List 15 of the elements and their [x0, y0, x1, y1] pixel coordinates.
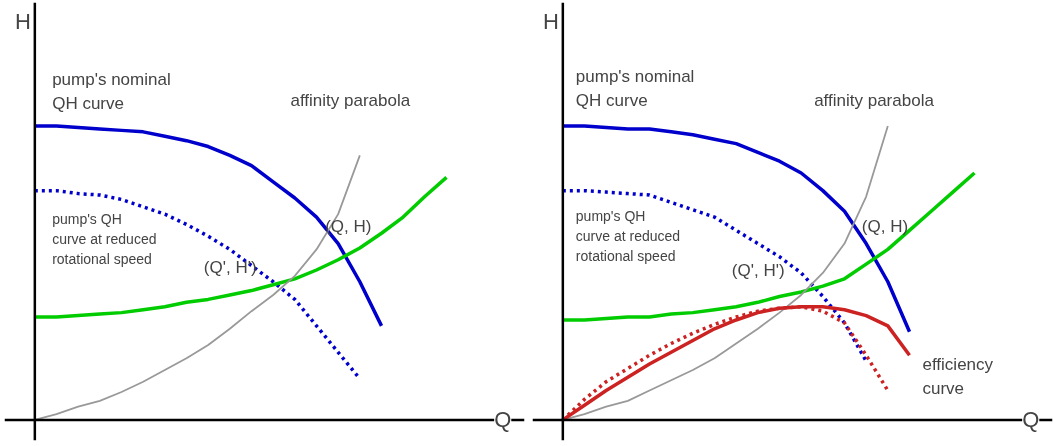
- annotation: (Q, H): [861, 217, 909, 237]
- text: pump's nominal QH curve: [52, 70, 171, 113]
- y-axis-title: H: [14, 8, 31, 34]
- x-axis-title: Q: [1022, 407, 1040, 433]
- x-axis-title: Q: [494, 407, 512, 433]
- annotation: (Q, H): [325, 217, 372, 237]
- annotation: (Q', H'): [203, 258, 257, 278]
- text: affinity parabola: [290, 90, 411, 110]
- y-axis-title: H: [542, 8, 559, 34]
- annotation: (Q', H'): [731, 261, 785, 281]
- annotation: pump's QH curve at reduced rotational speed: [575, 208, 681, 265]
- annotation: pump's QH curve at reduced rotational speed: [52, 211, 157, 268]
- text: affinity parabola: [814, 90, 935, 110]
- annotation: efficiency curve: [922, 355, 994, 398]
- text: pump's nominal QH curve: [575, 67, 695, 110]
